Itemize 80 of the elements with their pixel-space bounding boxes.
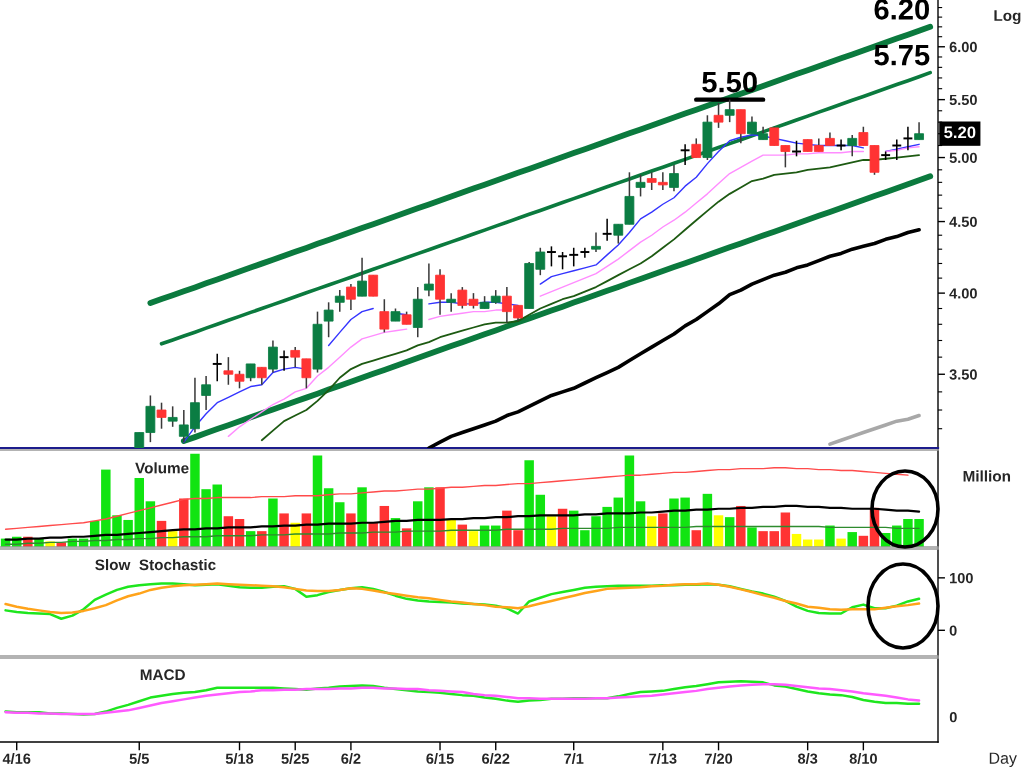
candlestick — [368, 274, 379, 297]
x-axis-title: Day — [989, 752, 1017, 767]
candlestick — [591, 231, 601, 253]
bar — [335, 502, 345, 547]
line-series — [828, 413, 921, 446]
y-tick-label: 0 — [949, 625, 957, 636]
y-tick-label: 5.50 — [949, 94, 977, 106]
candlestick — [379, 298, 390, 334]
x-tick-label: 7/20 — [704, 753, 733, 764]
x-tick-label: 8/3 — [797, 753, 818, 764]
chart-title: Volume — [135, 462, 189, 474]
bar — [524, 460, 534, 547]
bar — [769, 531, 779, 547]
bar — [691, 530, 701, 547]
candlestick — [691, 137, 702, 159]
data-label: 6.20 — [874, 0, 930, 20]
candlestick — [902, 125, 914, 152]
bar — [446, 519, 456, 547]
x-tick-label: 6/2 — [341, 753, 361, 764]
candlestick — [424, 262, 434, 297]
data-label: 5.75 — [874, 45, 930, 66]
line-series — [4, 582, 921, 615]
line-series — [427, 227, 921, 448]
candlestick — [579, 247, 591, 259]
bar — [780, 512, 791, 547]
candlestick — [635, 174, 646, 198]
x-tick-label: 4/16 — [2, 753, 31, 764]
candlestick — [669, 164, 679, 193]
y-tick-label: 4.50 — [949, 216, 977, 227]
bar — [435, 487, 445, 547]
candlestick — [211, 353, 223, 383]
candlestick — [167, 405, 178, 428]
candlestick — [724, 98, 735, 123]
candlestick — [568, 247, 580, 268]
y-tick-label: 5.00 — [949, 152, 977, 163]
bar — [357, 487, 367, 547]
bar — [268, 498, 278, 547]
annotation: 5.20 — [944, 126, 976, 139]
bar — [658, 513, 668, 547]
y-axis-title: Log — [994, 10, 1021, 25]
x-tick-label: 5/5 — [129, 753, 149, 764]
chart-title: MACD — [140, 669, 185, 681]
x-tick-label: 5/25 — [281, 753, 309, 764]
data-label: 5.50 — [702, 71, 757, 93]
bar — [713, 515, 724, 547]
candlestick — [201, 375, 211, 411]
candlestick — [357, 256, 367, 297]
candlestick — [278, 349, 290, 372]
y-tick-label: 100 — [950, 572, 973, 584]
candlestick — [156, 401, 167, 430]
candlestick — [847, 134, 858, 158]
candlestick — [546, 245, 557, 268]
y-tick-label: 4.00 — [949, 288, 977, 299]
candlestick — [446, 292, 457, 313]
y-tick-label: 3.50 — [949, 369, 977, 380]
bar — [747, 527, 757, 547]
candlestick — [334, 289, 345, 313]
candlestick — [323, 301, 334, 338]
x-tick-label: 5/18 — [225, 753, 254, 764]
candlestick — [290, 346, 301, 369]
candlestick — [679, 143, 691, 166]
y-tick-label: 6.00 — [949, 41, 977, 53]
candlestick — [601, 218, 613, 242]
x-tick-label: 6/22 — [482, 753, 510, 764]
bar — [468, 531, 479, 547]
candlestick — [713, 102, 724, 129]
candlestick — [346, 283, 356, 311]
candlestick — [268, 339, 278, 374]
bar — [736, 505, 746, 547]
bar — [847, 532, 857, 547]
x-tick-label: 7/1 — [564, 753, 584, 764]
bar — [646, 516, 657, 547]
x-tick-label: 8/10 — [849, 753, 877, 764]
line-series — [159, 70, 933, 346]
x-tick-label: 7/13 — [649, 753, 677, 764]
text: Slow Stochastic — [95, 559, 216, 571]
x-tick-label: 6/15 — [426, 753, 454, 764]
candlestick — [301, 358, 312, 390]
y-axis-title: Million — [963, 470, 1011, 482]
bar — [758, 531, 768, 547]
